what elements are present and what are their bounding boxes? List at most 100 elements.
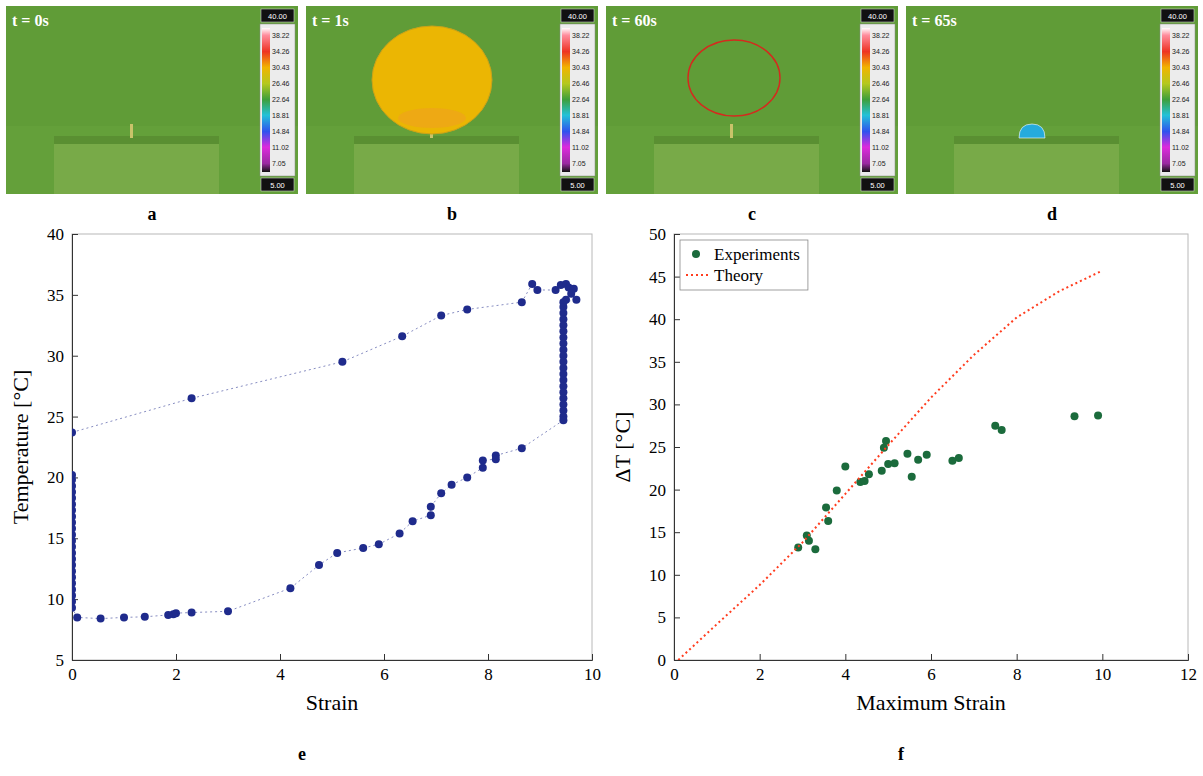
data-point xyxy=(427,503,435,511)
legend: ExperimentsTheory xyxy=(680,240,808,290)
data-point xyxy=(908,473,916,481)
tick-label: 2 xyxy=(756,665,765,684)
y-axis: 510152025303540 xyxy=(47,225,78,670)
tick: 35 xyxy=(47,286,78,305)
tick-mark xyxy=(931,654,932,660)
data-point xyxy=(72,428,76,436)
plot-marks xyxy=(678,271,1102,660)
tick-label: 4 xyxy=(842,665,851,684)
colorbar-tick-label: 11.02 xyxy=(272,144,289,151)
colorbar-panel xyxy=(860,24,895,176)
tick: 2 xyxy=(172,654,181,684)
tick: 40 xyxy=(649,310,680,329)
colorbar-tick-label: 7.05 xyxy=(272,160,286,167)
tick-mark xyxy=(72,234,78,235)
stand-block xyxy=(354,144,519,194)
chart: 0246810510152025303540StrainTemperature … xyxy=(8,225,601,715)
data-point xyxy=(1094,411,1102,419)
data-point xyxy=(398,332,406,340)
tick-label: 4 xyxy=(276,665,285,684)
x-axis: 024681012 xyxy=(670,654,1197,684)
tick-label: 12 xyxy=(1180,665,1197,684)
thermal-image: t = 1s40.005.0038.2234.2630.4326.4622.64… xyxy=(306,6,598,194)
legend-line xyxy=(686,274,708,276)
tick-mark xyxy=(72,660,78,661)
colorbar-tick-label: 34.26 xyxy=(272,48,290,55)
data-point xyxy=(338,358,346,366)
tick-label: 40 xyxy=(47,225,64,244)
data-point xyxy=(164,611,172,619)
colorbar-tick-label: 22.64 xyxy=(572,96,590,103)
axis-line xyxy=(675,235,681,661)
balloon-shade xyxy=(398,108,466,128)
colorbar-max-label: 40.00 xyxy=(1168,12,1187,21)
x-axis-title: Maximum Strain xyxy=(856,690,1006,715)
tick-mark xyxy=(674,362,680,363)
x-axis-title: Strain xyxy=(306,690,359,715)
colorbar-tick-label: 11.02 xyxy=(872,144,889,151)
image-background xyxy=(6,6,298,194)
colorbar-max-box xyxy=(561,9,594,22)
tick: 30 xyxy=(649,395,680,414)
tick-label: 2 xyxy=(172,665,181,684)
stand-block xyxy=(54,144,219,194)
legend-marker xyxy=(692,250,700,258)
droplet xyxy=(1019,124,1045,138)
tick-label: 35 xyxy=(47,286,64,305)
tick-label: 8 xyxy=(1013,665,1022,684)
colorbar-tick-label: 34.26 xyxy=(572,48,590,55)
data-point xyxy=(72,471,76,479)
colorbar-max-box xyxy=(261,9,294,22)
time-label: t = 0s xyxy=(12,12,49,29)
colorbar-min-label: 5.00 xyxy=(1170,181,1185,190)
data-point xyxy=(903,450,911,458)
tick: 45 xyxy=(649,268,680,287)
tick-label: 10 xyxy=(47,590,64,609)
data-point xyxy=(914,456,922,464)
stand-top xyxy=(654,136,819,144)
thermal-image: t = 60s40.005.0038.2234.2630.4326.4622.6… xyxy=(606,6,898,194)
data-point xyxy=(955,454,963,462)
colorbar-min-label: 5.00 xyxy=(870,181,885,190)
tick-mark xyxy=(72,295,78,296)
image-wall xyxy=(906,6,1198,126)
data-point xyxy=(188,609,196,617)
data-point xyxy=(73,613,81,621)
tick-label: 0 xyxy=(658,651,667,670)
data-point xyxy=(528,280,536,288)
panel-label: f xyxy=(898,744,905,764)
tick-label: 15 xyxy=(649,523,666,542)
tick-label: 10 xyxy=(1094,665,1111,684)
tick: 12 xyxy=(1180,654,1197,684)
y-axis-title: ΔT [°C] xyxy=(610,412,635,483)
colorbar-tick-label: 14.84 xyxy=(272,128,290,135)
tick: 8 xyxy=(484,654,493,684)
colorbar-strip xyxy=(562,28,570,172)
plot-marks xyxy=(72,280,580,623)
colorbar-tick-label: 18.81 xyxy=(272,112,290,119)
tick-mark xyxy=(674,319,680,320)
colorbar-max-box xyxy=(861,9,894,22)
tick-mark xyxy=(845,654,846,660)
colorbar-tick-label: 30.43 xyxy=(1172,64,1190,71)
data-point xyxy=(891,459,899,467)
image-background xyxy=(306,6,598,194)
colorbar-strip xyxy=(862,28,870,172)
tick-mark xyxy=(384,654,385,660)
image-background xyxy=(906,6,1198,194)
data-point xyxy=(479,456,487,464)
tick: 6 xyxy=(380,654,389,684)
tick-label: 5 xyxy=(658,608,667,627)
tick-mark xyxy=(592,654,593,660)
colorbar-max-label: 40.00 xyxy=(868,12,887,21)
colorbar-tick-label: 11.02 xyxy=(572,144,589,151)
data-point xyxy=(141,613,149,621)
tick-mark xyxy=(674,277,680,278)
colorbar-panel xyxy=(560,24,595,176)
data-point xyxy=(97,615,105,623)
colorbar-tick-label: 18.81 xyxy=(872,112,890,119)
tick-label: 10 xyxy=(584,665,601,684)
tick-mark xyxy=(72,356,78,357)
colorbar-max-label: 40.00 xyxy=(268,12,287,21)
tick-mark xyxy=(674,234,680,235)
